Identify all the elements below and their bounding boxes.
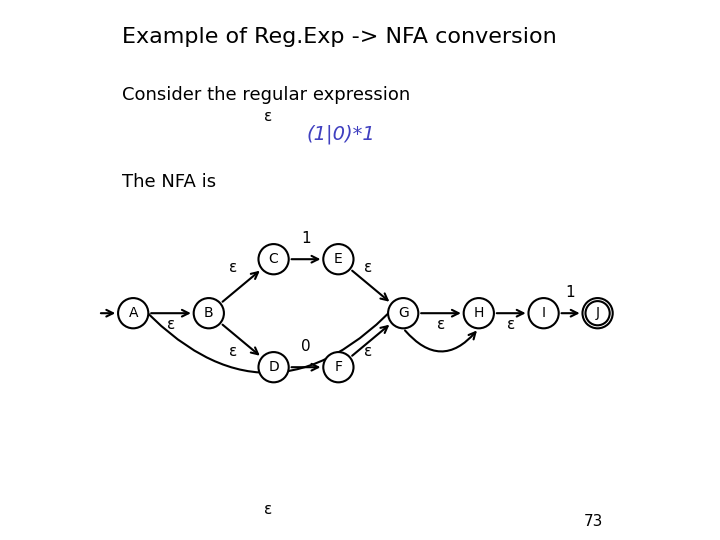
- Text: 1: 1: [566, 285, 575, 300]
- Text: B: B: [204, 306, 214, 320]
- Circle shape: [582, 298, 613, 328]
- Text: ε: ε: [229, 344, 237, 359]
- Text: (1|0)*1: (1|0)*1: [306, 124, 374, 144]
- Text: ε: ε: [364, 344, 372, 359]
- Text: The NFA is: The NFA is: [122, 173, 217, 191]
- Text: E: E: [334, 252, 343, 266]
- Text: F: F: [334, 360, 343, 374]
- Circle shape: [323, 244, 354, 274]
- Text: ε: ε: [229, 260, 237, 275]
- FancyArrowPatch shape: [137, 300, 401, 373]
- Text: H: H: [474, 306, 484, 320]
- Circle shape: [464, 298, 494, 328]
- Circle shape: [528, 298, 559, 328]
- Text: ε: ε: [167, 317, 175, 332]
- Text: 73: 73: [584, 514, 603, 529]
- Text: J: J: [595, 306, 600, 320]
- Circle shape: [258, 244, 289, 274]
- Text: 1: 1: [301, 231, 311, 246]
- Text: D: D: [269, 360, 279, 374]
- Text: Consider the regular expression: Consider the regular expression: [122, 86, 410, 104]
- Text: I: I: [541, 306, 546, 320]
- Text: ε: ε: [264, 109, 272, 124]
- Text: A: A: [128, 306, 138, 320]
- Text: 0: 0: [301, 339, 311, 354]
- Text: ε: ε: [264, 502, 272, 517]
- Text: ε: ε: [507, 317, 516, 332]
- Circle shape: [194, 298, 224, 328]
- Circle shape: [388, 298, 418, 328]
- Text: ε: ε: [364, 260, 372, 275]
- FancyArrowPatch shape: [405, 330, 475, 352]
- Circle shape: [258, 352, 289, 382]
- Text: Example of Reg.Exp -> NFA conversion: Example of Reg.Exp -> NFA conversion: [122, 27, 557, 47]
- Text: G: G: [398, 306, 408, 320]
- Circle shape: [323, 352, 354, 382]
- Circle shape: [118, 298, 148, 328]
- Text: ε: ε: [437, 317, 445, 332]
- Text: C: C: [269, 252, 279, 266]
